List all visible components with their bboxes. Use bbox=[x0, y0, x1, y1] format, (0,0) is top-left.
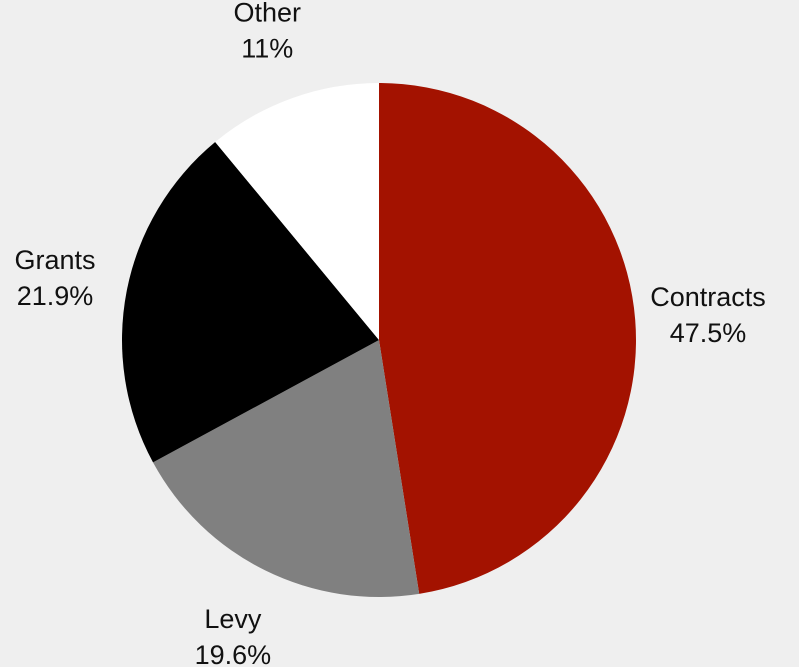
pie-slice-other bbox=[215, 83, 379, 340]
pie-slice-levy bbox=[153, 340, 420, 597]
slice-label-contracts: Contracts bbox=[650, 282, 766, 312]
pie-slice-contracts bbox=[379, 83, 636, 594]
pie-labels: Contracts 47.5% Levy 19.6% Grants 21.9% Other 1… bbox=[15, 0, 766, 667]
slice-value-contracts: 47.5% bbox=[670, 318, 747, 348]
slice-label-grants: Grants bbox=[15, 245, 96, 275]
slice-value-grants: 21.9% bbox=[17, 281, 94, 311]
pie-slices bbox=[121, 83, 636, 597]
slice-value-levy: 19.6% bbox=[195, 640, 272, 667]
slice-label-other: Other bbox=[233, 0, 301, 28]
slice-value-other: 11% bbox=[241, 34, 293, 64]
pie-slice-grants bbox=[121, 141, 379, 463]
slice-label-levy: Levy bbox=[204, 604, 262, 634]
